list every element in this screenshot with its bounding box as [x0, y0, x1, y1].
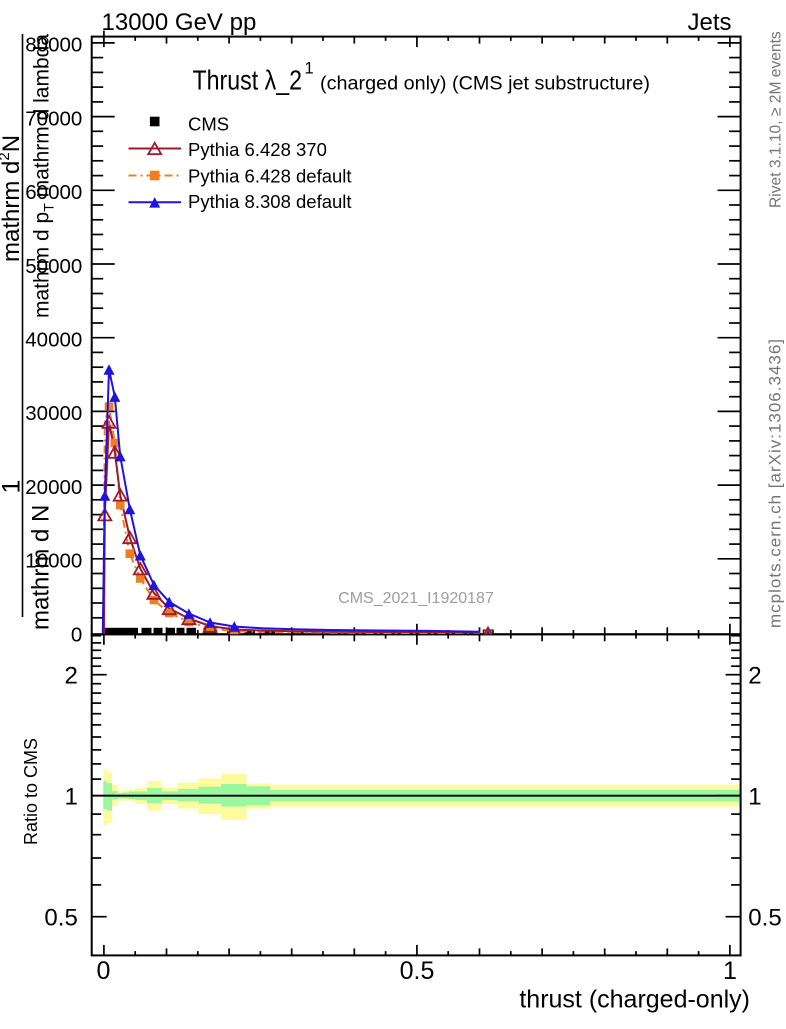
svg-text:80000: 80000 — [25, 34, 82, 57]
svg-text:0.5: 0.5 — [400, 957, 435, 985]
svg-text:50000: 50000 — [25, 255, 82, 278]
svg-text:0.5: 0.5 — [748, 904, 781, 931]
svg-text:1: 1 — [64, 783, 77, 810]
svg-text:2: 2 — [64, 662, 77, 689]
svg-text:0.5: 0.5 — [44, 904, 77, 931]
svg-text:0: 0 — [71, 623, 82, 646]
svg-text:40000: 40000 — [25, 329, 82, 352]
svg-text:30000: 30000 — [25, 402, 82, 425]
svg-text:Pythia 6.428 default: Pythia 6.428 default — [188, 166, 352, 187]
svg-text:1: 1 — [723, 957, 737, 985]
svg-text:Thrust λ_2: Thrust λ_2 — [193, 64, 303, 95]
svg-text:1: 1 — [0, 480, 25, 494]
svg-text:Ratio to CMS: Ratio to CMS — [21, 738, 41, 845]
svg-text:0: 0 — [96, 957, 110, 985]
svg-text:1: 1 — [305, 60, 314, 78]
svg-text:1: 1 — [748, 783, 761, 810]
svg-text:Jets: Jets — [687, 9, 731, 36]
svg-text:CMS: CMS — [188, 113, 229, 134]
svg-text:mathrm d pT mathrm d lambda: mathrm d pT mathrm d lambda — [31, 34, 57, 318]
svg-text:Pythia 8.308 default: Pythia 8.308 default — [188, 191, 352, 212]
svg-text:60000: 60000 — [25, 181, 82, 204]
svg-text:mcplots.cern.ch [arXiv:1306.34: mcplots.cern.ch [arXiv:1306.3436] — [766, 338, 785, 628]
svg-text:mathrm d N: mathrm d N — [28, 505, 55, 630]
svg-text:10000: 10000 — [25, 550, 82, 573]
svg-text:20000: 20000 — [25, 476, 82, 499]
svg-text:Rivet 3.1.10, ≥ 2M events: Rivet 3.1.10, ≥ 2M events — [768, 31, 785, 208]
svg-text:2: 2 — [748, 662, 761, 689]
svg-text:CMS_2021_I1920187: CMS_2021_I1920187 — [338, 590, 494, 607]
svg-text:70000: 70000 — [25, 107, 82, 130]
svg-text:Pythia 6.428 370: Pythia 6.428 370 — [188, 139, 327, 160]
svg-text:(charged only) (CMS jet substr: (charged only) (CMS jet substructure) — [320, 73, 650, 94]
svg-text:thrust (charged-only): thrust (charged-only) — [519, 985, 750, 1013]
svg-text:13000 GeV pp: 13000 GeV pp — [102, 9, 257, 36]
